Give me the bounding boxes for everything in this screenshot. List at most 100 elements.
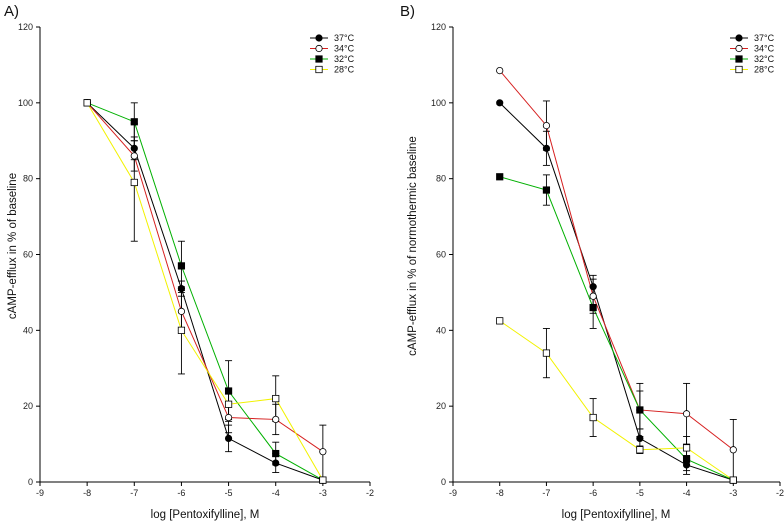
panel-b-y-tick-label: 80	[436, 174, 446, 184]
panel-a-series-line-2	[86, 102, 324, 481]
panel-b-data-point	[682, 444, 691, 452]
panel-a-data-point	[319, 448, 327, 456]
panel-b-legend-label: 34°C	[754, 44, 775, 54]
panel-b-series-line-2	[499, 176, 734, 481]
panel-a-x-tick-label: -2	[366, 488, 374, 498]
panel-b-data-point	[589, 292, 597, 300]
panel-a-legend-label: 34°C	[334, 44, 355, 54]
panel-b-x-tick-label: -6	[589, 488, 597, 498]
panel-a-data-point	[272, 415, 280, 424]
panel-b-data-point	[589, 303, 597, 312]
panel-a-axes: -9 -8 -7 -6 -5 -4 -3 -2 0 20 40 60 80 100 120	[18, 22, 374, 498]
panel-b-y-axis-label: cAMP-efflux in % of normothermic baselin…	[407, 136, 419, 356]
panel-a-y-tick-label: 0	[28, 477, 33, 487]
panel-a-x-tick-label: -4	[272, 488, 280, 498]
panel-b-series	[496, 67, 737, 484]
panel-b-data-point	[589, 413, 597, 422]
panel-a-legend-entry: 32°C	[310, 54, 355, 64]
panel-a-x-axis-label: log [Pentoxifylline], M	[151, 509, 260, 521]
panel-b-y-tick-label: 0	[441, 477, 446, 487]
panel-b-data-point	[496, 67, 504, 75]
panel-b-legend-marker	[735, 65, 743, 74]
panel-a-legend-entry: 34°C	[310, 44, 355, 54]
panel-b-legend-entry: 34°C	[730, 44, 775, 54]
panel-b-legend-marker	[735, 44, 743, 53]
panel-b-y-tick-label: 40	[436, 325, 446, 335]
panel-a-data-point	[224, 400, 233, 408]
panel-a-legend-label: 37°C	[334, 33, 355, 43]
panel-a-y-axis-label: cAMP-efflux in % of baseline	[7, 173, 19, 319]
panel-a-legend-marker	[315, 65, 323, 74]
panel-b-x-axis-label: log [Pentoxifylline], M	[562, 509, 671, 521]
panel-b-x-tick-label: -5	[636, 488, 644, 498]
panel-b-data-point	[496, 173, 504, 181]
panel-b-x-tick-label: -9	[449, 488, 457, 498]
panel-a-data-point	[224, 434, 233, 442]
panel-a-data-point	[272, 449, 280, 458]
panel-a-x-tick-label: -6	[177, 488, 185, 498]
panel-b-y-tick-label: 60	[436, 250, 446, 260]
panel-b-x-tick-label: -8	[496, 488, 504, 498]
panel-a-label: A)	[4, 3, 19, 20]
panel-a-y-tick-label: 60	[23, 250, 33, 260]
panel-a-x-tick-label: -7	[130, 488, 138, 498]
panel-b-y-tick-label: 120	[431, 22, 446, 32]
panel-a-series-line-1	[86, 102, 324, 453]
panel-b-data-point	[636, 446, 644, 454]
panel-a-x-tick-label: -5	[225, 488, 233, 498]
panel-b-data-point	[496, 317, 504, 325]
panel-a-data-point	[130, 152, 138, 160]
panel-a-data-point	[177, 285, 186, 293]
panel-b-data-point	[542, 144, 551, 152]
panel-a-y-tick-label: 100	[18, 98, 33, 108]
panel-a-legend-label: 32°C	[334, 54, 355, 64]
panel-b-legend-entry: 32°C	[730, 54, 775, 64]
panel-a-legend-entry: 28°C	[310, 65, 355, 75]
panel-a-data-point	[130, 144, 138, 152]
panel-a-data-point	[272, 394, 280, 403]
panel-b-data-point	[682, 455, 691, 463]
panel-a-legend-entry: 37°C	[310, 33, 355, 43]
panel-b-data-point	[636, 434, 644, 442]
panel-a-data-point	[130, 118, 138, 126]
panel-a: A) cAMP-efflux in % of baseline log [Pen…	[4, 3, 374, 521]
panel-b-data-point	[589, 283, 597, 291]
panel-a-y-tick-label: 40	[23, 325, 33, 335]
panel-a-data-point	[83, 99, 91, 107]
panel-b-x-tick-label: -3	[729, 488, 737, 498]
panel-b-series-line-1	[499, 70, 734, 451]
panel-a-y-tick-label: 20	[23, 401, 33, 411]
panel-a-data-point	[177, 262, 186, 270]
panel-a-data-point	[224, 387, 233, 395]
panel-b-legend: 37°C34°C32°C28°C	[730, 33, 775, 75]
panel-a-data-point	[177, 326, 186, 334]
panel-b-x-tick-label: -2	[776, 488, 784, 498]
panel-a-data-point	[130, 178, 138, 187]
panel-b-data-point	[636, 406, 644, 414]
panel-a-x-tick-label: -9	[36, 488, 44, 498]
panel-b-legend-marker	[735, 55, 743, 63]
panel-a-data-point	[224, 413, 233, 422]
panel-a-y-tick-label: 120	[18, 22, 33, 32]
panel-a-x-tick-label: -3	[319, 488, 327, 498]
panel-b-y-tick-label: 100	[431, 98, 446, 108]
panel-b-y-tick-label: 20	[436, 401, 446, 411]
panel-a-legend: 37°C34°C32°C28°C	[310, 33, 355, 75]
panel-a-y-tick-label: 80	[23, 174, 33, 184]
panel-b-legend-label: 32°C	[754, 54, 775, 64]
panel-b-x-tick-label: -7	[542, 488, 550, 498]
panel-b-data-point	[496, 99, 504, 107]
panel-b-data-point	[542, 349, 551, 357]
panel-b-series-line-3	[499, 320, 734, 481]
panel-b-data-point	[729, 476, 737, 484]
panel-b-label: B)	[400, 3, 415, 20]
panel-b-axes: -9 -8 -7 -6 -5 -4 -3 -2 0 20 40 60 80 100 120	[431, 22, 784, 498]
panel-b-legend-entry: 37°C	[730, 33, 775, 43]
panel-b: B) cAMP-efflux in % of normothermic base…	[400, 3, 784, 521]
panel-b-legend-label: 28°C	[754, 65, 775, 75]
panel-a-series-line-3	[86, 102, 324, 481]
panel-a-series	[83, 99, 327, 484]
panel-b-data-point	[682, 410, 691, 418]
panel-a-x-tick-label: -8	[83, 488, 91, 498]
